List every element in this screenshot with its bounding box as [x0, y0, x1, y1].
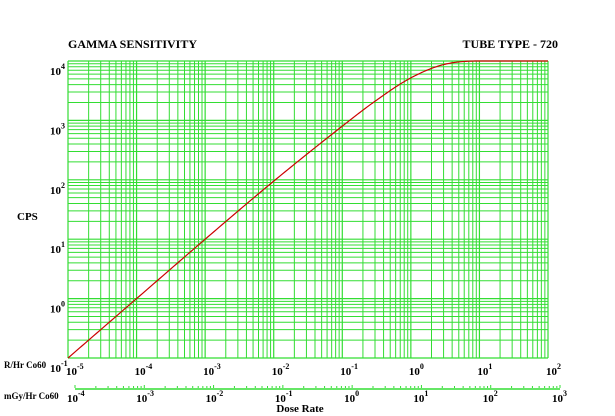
x-mgy-tick-label: 103 [552, 389, 567, 405]
chart-title-right: TUBE TYPE - 720 [463, 37, 558, 51]
x-rhr-tick-label-exponent: -4 [146, 362, 153, 371]
x-mgy-tick-label: 100 [344, 389, 359, 405]
x-rhr-tick-label: 101 [477, 362, 492, 378]
y-tick-label-exponent: -1 [61, 359, 68, 368]
y-tick-label: 104 [50, 62, 65, 78]
x-rhr-tick-label: 10-1 [340, 362, 358, 378]
y-tick-label-exponent: 3 [61, 121, 65, 130]
x-rhr-tick-label: 10-2 [272, 362, 290, 378]
x-axis-rhr-label: R/Hr Co60 [4, 360, 47, 370]
x-rhr-tick-label-exponent: 0 [420, 362, 424, 371]
x-mgy-tick-label-exponent: 3 [563, 389, 567, 398]
y-tick-label-exponent: 1 [61, 240, 65, 249]
x-rhr-tick-label-exponent: -5 [77, 362, 84, 371]
x-rhr-tick-label: 102 [546, 362, 561, 378]
x-mgy-tick-label-exponent: 2 [494, 389, 498, 398]
x-rhr-tick-label-exponent: -1 [351, 362, 358, 371]
y-tick-label: 100 [50, 300, 65, 316]
x-mgy-tick-label: 102 [483, 389, 498, 405]
x-rhr-tick-label-exponent: -3 [214, 362, 221, 371]
chart-title-left: GAMMA SENSITIVITY [68, 37, 197, 51]
x-mgy-tick-label-exponent: -2 [217, 389, 224, 398]
x-mgy-tick-label: 10-3 [136, 389, 154, 405]
x-mgy-tick-label-exponent: 0 [355, 389, 359, 398]
grid [67, 60, 549, 359]
x-mgy-tick-label-exponent: -4 [78, 389, 85, 398]
y-tick-label: 103 [50, 121, 65, 137]
x-mgy-tick-label: 101 [413, 389, 428, 405]
y-tick-label-exponent: 0 [61, 300, 65, 309]
x-axis-label: Dose Rate [276, 403, 323, 415]
x-mgy-tick-label: 10-4 [67, 389, 85, 405]
series-layer [67, 60, 548, 359]
x-rhr-tick-label: 10-5 [66, 362, 84, 378]
x-mgy-tick-label-exponent: -1 [286, 389, 293, 398]
x-mgy-tick-label-exponent: -3 [147, 389, 154, 398]
y-tick-label-exponent: 2 [61, 181, 65, 190]
y-tick-label: 101 [50, 240, 65, 256]
x-rhr-tick-label: 100 [409, 362, 424, 378]
x-rhr-tick-label-exponent: 2 [557, 362, 561, 371]
x-mgy-tick-label: 10-2 [206, 389, 224, 405]
y-tick-label: 102 [50, 181, 65, 197]
x-rhr-tick-label-exponent: -2 [283, 362, 290, 371]
x-rhr-tick-label-exponent: 1 [488, 362, 492, 371]
y-tick-label-exponent: 4 [61, 62, 65, 71]
y-axis-label: CPS [17, 211, 38, 223]
x-axis-mgy-label: mGy/Hr Co60 [4, 391, 59, 401]
x-rhr-tick-label: 10-3 [203, 362, 221, 378]
mgy-axis [74, 385, 561, 390]
x-rhr-tick-label: 10-4 [135, 362, 153, 378]
x-mgy-tick-label-exponent: 1 [424, 389, 428, 398]
sensitivity-curve [67, 60, 548, 359]
